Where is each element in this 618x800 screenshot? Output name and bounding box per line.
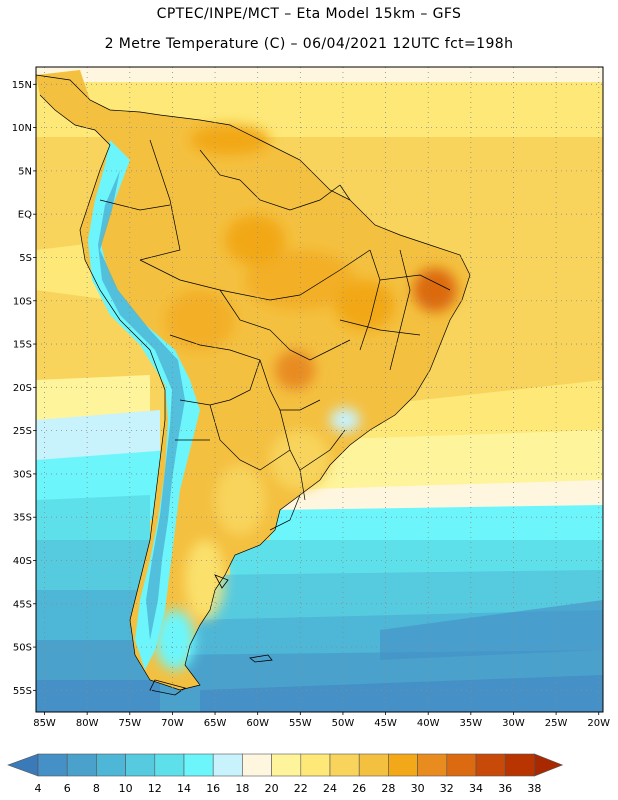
tierra-del-fuego-outline: [149, 679, 186, 696]
colorbar-swatch: [271, 753, 302, 777]
colorbar-label: 4: [34, 782, 42, 795]
colorbar: [7, 753, 564, 777]
lat-label: 50S: [13, 643, 32, 654]
colorbar-label: 26: [352, 782, 367, 795]
lon-label: 70W: [161, 718, 184, 729]
lat-label: 40S: [13, 556, 32, 567]
colorbar-swatch: [388, 753, 418, 777]
lon-label: 35W: [460, 718, 483, 729]
colorbar-low-arrow: [7, 753, 39, 777]
ocean-band: [36, 540, 150, 600]
colorbar-label: 20: [264, 782, 279, 795]
lat-label: 15N: [12, 80, 32, 91]
lat-label: 30S: [13, 469, 32, 480]
colorbar-label: 14: [177, 782, 191, 795]
lon-label: 25W: [545, 718, 568, 729]
warm-patches: [155, 125, 457, 670]
colorbar-label: 18: [235, 782, 250, 795]
colorbar-label: 34: [469, 782, 483, 795]
colorbar-label: 24: [323, 782, 337, 795]
ocean-band: [36, 590, 140, 650]
falklands-outline: [249, 654, 273, 663]
colorbar-swatch: [358, 753, 389, 777]
lon-label: 85W: [33, 718, 56, 729]
colorbar-label: 38: [527, 782, 542, 795]
lon-label: 75W: [118, 718, 141, 729]
colorbar-swatch: [329, 753, 360, 777]
lat-label: 45S: [13, 599, 32, 610]
colorbar-label: 32: [439, 782, 454, 795]
colorbar-label: 10: [118, 782, 133, 795]
colorbar-swatch: [417, 753, 448, 777]
colorbar-label: 36: [498, 782, 513, 795]
ocean-band: [36, 67, 603, 82]
colorbar-swatch: [183, 753, 214, 777]
andes-cold-core: [98, 170, 185, 640]
colorbar-label: 12: [147, 782, 162, 795]
colorbar-swatch: [154, 753, 185, 777]
ocean-band: [380, 600, 603, 660]
lat-label: 35S: [13, 513, 32, 524]
lat-label: EQ: [18, 210, 32, 221]
lon-label: 55W: [289, 718, 312, 729]
lon-label: 20W: [587, 718, 610, 729]
title-line-1: CPTEC/INPE/MCT – Eta Model 15km – GFS: [156, 6, 462, 22]
colorbar-swatch: [212, 753, 243, 777]
map-frame: [35, 66, 604, 713]
colorbar-label: 16: [206, 782, 221, 795]
colorbar-swatch: [446, 753, 477, 777]
lat-label: 5N: [18, 166, 32, 177]
colorbar-label: 30: [410, 782, 425, 795]
lon-label: 45W: [374, 718, 397, 729]
colorbar-swatch: [475, 753, 506, 777]
lat-label: 10N: [12, 123, 32, 134]
lat-label: 55S: [13, 686, 32, 697]
colorbar-swatch: [37, 753, 68, 777]
lon-label: 60W: [246, 718, 269, 729]
lon-label: 80W: [76, 718, 99, 729]
lon-label: 65W: [204, 718, 227, 729]
ocean-band: [36, 680, 200, 712]
colorbar-high-arrow: [534, 753, 564, 777]
colorbar-swatch: [504, 753, 535, 777]
colorbar-swatch: [242, 753, 272, 777]
lon-label: 30W: [502, 718, 525, 729]
lat-label: 15S: [13, 340, 32, 351]
land-central-america: [36, 70, 90, 105]
lat-label: 10S: [13, 296, 32, 307]
lon-label: 40W: [417, 718, 440, 729]
colorbar-swatch: [125, 753, 156, 777]
colorbar-label: 22: [293, 782, 308, 795]
island-outline: [214, 574, 229, 589]
lat-label: 25S: [13, 426, 32, 437]
latitude-labels: 15N 10N 5N EQ 5S 10S 15S 20S 25S 30S 35S 40S 45S 50S 5…: [12, 80, 36, 697]
colorbar-swatch: [96, 753, 126, 777]
lat-label: 5S: [19, 253, 32, 264]
ocean-band: [200, 675, 603, 712]
title-line-2: 2 Metre Temperature (C) – 06/04/2021 12U…: [104, 36, 514, 52]
map-field: [36, 67, 603, 712]
colorbar-label: 28: [381, 782, 396, 795]
continent-south-america: [36, 75, 470, 690]
longitude-labels: 85W 80W 75W 70W 65W 60W 55W 50W 45W 40W 35W 30W 25W 2…: [33, 712, 610, 729]
colorbar-swatch: [66, 753, 97, 777]
colorbar-label: 8: [92, 782, 100, 795]
lon-label: 50W: [332, 718, 355, 729]
colorbar-label: 6: [63, 782, 71, 795]
lat-label: 20S: [13, 383, 32, 394]
country-borders: [36, 74, 471, 691]
andes-cold-band: [88, 140, 200, 670]
colorbar-swatch: [300, 753, 331, 777]
